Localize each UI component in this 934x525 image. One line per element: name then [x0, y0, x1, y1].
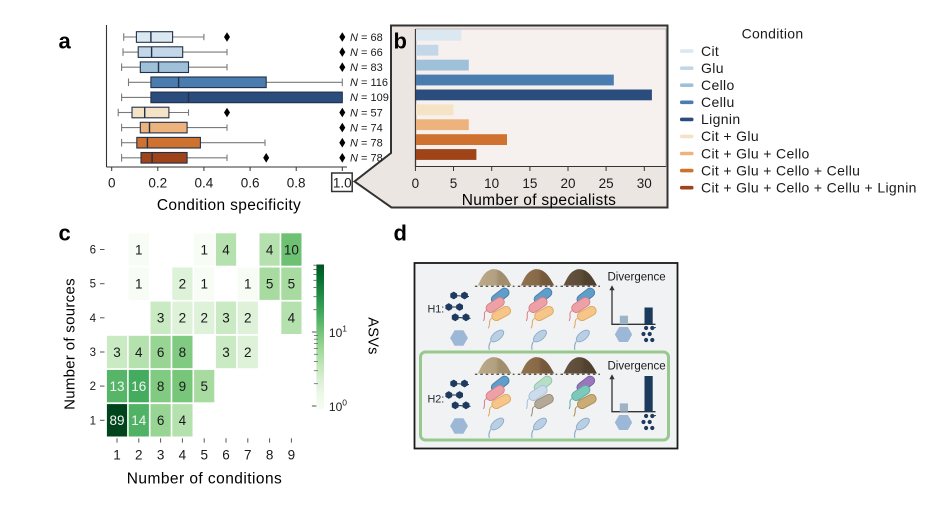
svg-text:100: 100 — [329, 398, 347, 415]
svg-text:Cit + Glu + Cello + Cellu: Cit + Glu + Cello + Cellu — [701, 162, 860, 178]
svg-text:6: 6 — [157, 345, 165, 360]
svg-text:N = 66: N = 66 — [350, 47, 383, 59]
svg-text:Number of conditions: Number of conditions — [127, 471, 282, 488]
svg-text:3: 3 — [157, 311, 165, 326]
svg-text:3: 3 — [222, 311, 230, 326]
svg-text:5: 5 — [450, 176, 458, 191]
svg-text:Condition specificity: Condition specificity — [157, 197, 301, 214]
svg-text:2: 2 — [90, 381, 96, 393]
svg-text:N = 57: N = 57 — [350, 107, 383, 119]
svg-text:N = 74: N = 74 — [350, 122, 383, 134]
svg-text:Condition: Condition — [742, 26, 804, 42]
svg-text:N = 116: N = 116 — [350, 77, 388, 89]
svg-text:0.2: 0.2 — [148, 176, 167, 191]
svg-text:4: 4 — [179, 448, 187, 463]
svg-text:0.8: 0.8 — [287, 176, 306, 191]
svg-text:4: 4 — [90, 313, 97, 325]
svg-text:1: 1 — [200, 242, 208, 257]
svg-text:1.0: 1.0 — [333, 176, 352, 191]
svg-text:4: 4 — [288, 311, 296, 326]
svg-text:5: 5 — [266, 277, 274, 292]
svg-text:Glu: Glu — [701, 60, 724, 76]
svg-text:2: 2 — [244, 345, 252, 360]
svg-text:1: 1 — [135, 242, 143, 257]
svg-text:H2:: H2: — [428, 393, 445, 405]
svg-text:5: 5 — [200, 448, 208, 463]
svg-text:8: 8 — [157, 379, 165, 394]
svg-text:7: 7 — [244, 448, 252, 463]
svg-text:0.6: 0.6 — [241, 176, 260, 191]
svg-text:Cit: Cit — [701, 43, 719, 59]
svg-text:15: 15 — [522, 176, 537, 191]
svg-text:Lignin: Lignin — [701, 111, 740, 127]
svg-text:ASVs: ASVs — [365, 317, 381, 354]
svg-text:N = 78: N = 78 — [350, 153, 383, 165]
svg-text:13: 13 — [109, 379, 124, 394]
svg-text:Cit + Glu + Cello: Cit + Glu + Cello — [701, 145, 810, 161]
svg-text:c: c — [59, 221, 71, 246]
svg-text:Cit + Glu + Cello + Cellu + Li: Cit + Glu + Cello + Cellu + Lignin — [701, 180, 917, 196]
svg-text:Cit + Glu: Cit + Glu — [701, 128, 759, 144]
svg-text:9: 9 — [179, 379, 187, 394]
svg-text:5: 5 — [90, 279, 96, 291]
svg-text:Number of sources: Number of sources — [62, 278, 79, 410]
svg-text:1: 1 — [113, 448, 121, 463]
svg-text:25: 25 — [599, 176, 614, 191]
svg-text:2: 2 — [179, 311, 187, 326]
svg-text:1: 1 — [135, 277, 143, 292]
svg-text:2: 2 — [244, 311, 252, 326]
svg-text:8: 8 — [266, 448, 274, 463]
svg-text:10: 10 — [484, 176, 499, 191]
svg-text:4: 4 — [222, 242, 230, 257]
svg-text:b: b — [394, 29, 407, 54]
svg-text:3: 3 — [222, 345, 230, 360]
svg-text:3: 3 — [157, 448, 165, 463]
svg-text:30: 30 — [637, 176, 652, 191]
svg-text:0: 0 — [108, 176, 116, 191]
svg-text:d: d — [394, 221, 407, 246]
svg-text:2: 2 — [135, 448, 143, 463]
svg-text:8: 8 — [179, 345, 187, 360]
svg-text:Number of specialists: Number of specialists — [462, 192, 616, 209]
svg-text:5: 5 — [200, 379, 208, 394]
svg-text:4: 4 — [179, 413, 187, 428]
svg-text:Divergence: Divergence — [608, 272, 666, 284]
svg-text:3: 3 — [90, 347, 96, 359]
svg-text:2: 2 — [179, 277, 187, 292]
svg-text:20: 20 — [560, 176, 575, 191]
svg-text:N = 83: N = 83 — [350, 62, 383, 74]
svg-text:N = 109: N = 109 — [350, 92, 389, 104]
svg-text:16: 16 — [131, 379, 146, 394]
svg-text:1: 1 — [200, 277, 208, 292]
svg-text:2: 2 — [200, 311, 208, 326]
svg-text:Cello: Cello — [701, 77, 735, 93]
svg-text:a: a — [59, 29, 72, 54]
svg-text:0: 0 — [412, 176, 420, 191]
svg-text:6: 6 — [222, 448, 230, 463]
svg-text:4: 4 — [266, 242, 274, 257]
svg-text:3: 3 — [113, 345, 121, 360]
svg-text:5: 5 — [288, 277, 296, 292]
svg-text:1: 1 — [90, 415, 96, 427]
svg-text:89: 89 — [109, 413, 124, 428]
svg-text:4: 4 — [135, 345, 143, 360]
svg-text:6: 6 — [157, 413, 165, 428]
svg-text:0.4: 0.4 — [195, 176, 214, 191]
svg-text:9: 9 — [288, 448, 296, 463]
svg-text:101: 101 — [329, 324, 347, 341]
svg-text:N = 68: N = 68 — [350, 32, 383, 44]
svg-text:6: 6 — [90, 245, 96, 257]
svg-text:10: 10 — [284, 242, 299, 257]
svg-text:14: 14 — [131, 413, 147, 428]
svg-text:H1:: H1: — [428, 303, 445, 315]
svg-text:N = 78: N = 78 — [350, 138, 383, 150]
svg-text:1: 1 — [244, 277, 252, 292]
svg-text:Divergence: Divergence — [608, 361, 666, 373]
svg-text:Cellu: Cellu — [701, 94, 735, 110]
